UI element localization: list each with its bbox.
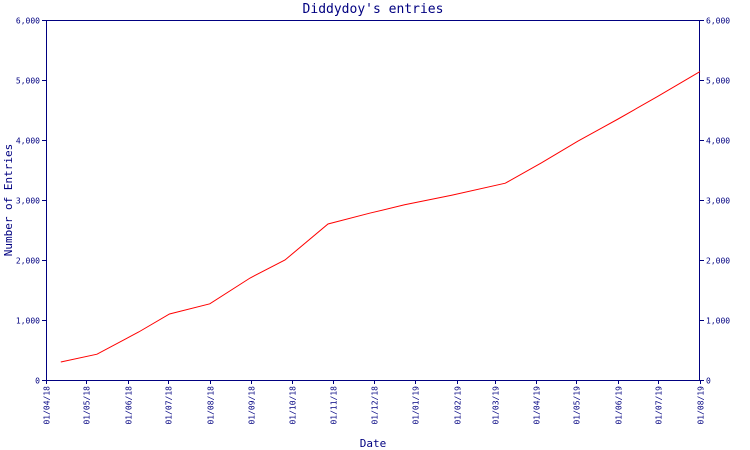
y-tick-label-left: 6,000 xyxy=(16,17,40,26)
x-tick-label: 01/08/19 xyxy=(697,386,706,425)
x-tick-label: 01/07/18 xyxy=(165,386,174,425)
y-tick-label-left: 0 xyxy=(35,377,40,386)
plot-area xyxy=(46,20,700,381)
y-tick-label-left: 3,000 xyxy=(16,197,40,206)
y-axis-title: Number of Entries xyxy=(2,144,15,257)
y-tick-label-right: 6,000 xyxy=(706,17,730,26)
x-axis-ticks: 01/04/18 01/05/18 01/06/18 01/07/18 01/08/18… xyxy=(43,380,706,425)
y-tick-label-right: 0 xyxy=(706,377,711,386)
y-tick-label-right: 5,000 xyxy=(706,77,730,86)
x-tick-label: 01/03/19 xyxy=(492,386,501,425)
y-axis-ticks: 0 0 1,000 1,000 2,000 2,000 3,000 3,000 4,000 4,0… xyxy=(16,17,730,386)
x-tick-label: 01/02/19 xyxy=(454,386,463,425)
y-tick-label-left: 2,000 xyxy=(16,257,40,266)
x-tick-label: 01/12/18 xyxy=(371,386,380,425)
x-axis-title: Date xyxy=(360,437,387,450)
x-tick-label: 01/05/18 xyxy=(83,386,92,425)
y-tick-label-left: 1,000 xyxy=(16,317,40,326)
y-tick-label-left: 5,000 xyxy=(16,77,40,86)
x-tick-label: 01/04/19 xyxy=(533,386,542,425)
x-tick-label: 01/07/19 xyxy=(655,386,664,425)
y-tick-label-right: 2,000 xyxy=(706,257,730,266)
x-tick-label: 01/01/19 xyxy=(412,386,421,425)
x-tick-label: 01/06/18 xyxy=(125,386,134,425)
y-tick-label-right: 4,000 xyxy=(706,137,730,146)
series-layer xyxy=(60,71,701,363)
y-tick-label-left: 4,000 xyxy=(16,137,40,146)
chart-title: Diddydoy's entries xyxy=(303,2,444,17)
x-tick-label: 01/06/19 xyxy=(615,386,624,425)
x-tick-label: 01/09/18 xyxy=(248,386,257,425)
series-line xyxy=(60,71,701,363)
x-tick-label: 01/04/18 xyxy=(43,386,52,425)
x-tick-label: 01/11/18 xyxy=(330,386,339,425)
x-tick-label: 01/10/18 xyxy=(289,386,298,425)
x-tick-label: 01/08/18 xyxy=(207,386,216,425)
x-tick-label: 01/05/19 xyxy=(573,386,582,425)
y-tick-label-right: 3,000 xyxy=(706,197,730,206)
y-tick-label-right: 1,000 xyxy=(706,317,730,326)
